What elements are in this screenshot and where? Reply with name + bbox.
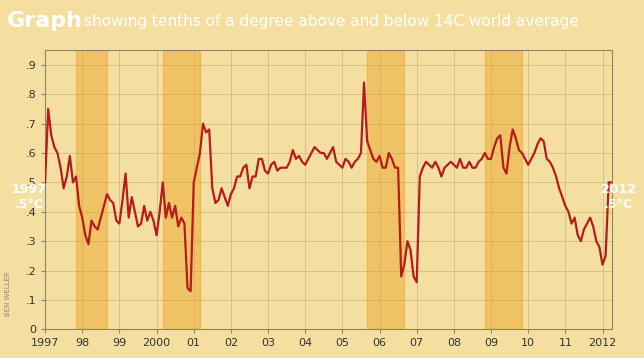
Text: 2012
.5°C: 2012 .5°C (601, 183, 636, 211)
Bar (163, 50, 200, 329)
Text: Graph: Graph (6, 11, 82, 32)
Bar (485, 50, 522, 329)
Bar (367, 50, 404, 329)
Text: BEN WELLER: BEN WELLER (5, 271, 11, 316)
Text: showing tenths of a degree above and below 14C world average: showing tenths of a degree above and bel… (84, 14, 578, 29)
Bar (76, 50, 107, 329)
Text: 1997
.5°C: 1997 .5°C (12, 183, 46, 211)
